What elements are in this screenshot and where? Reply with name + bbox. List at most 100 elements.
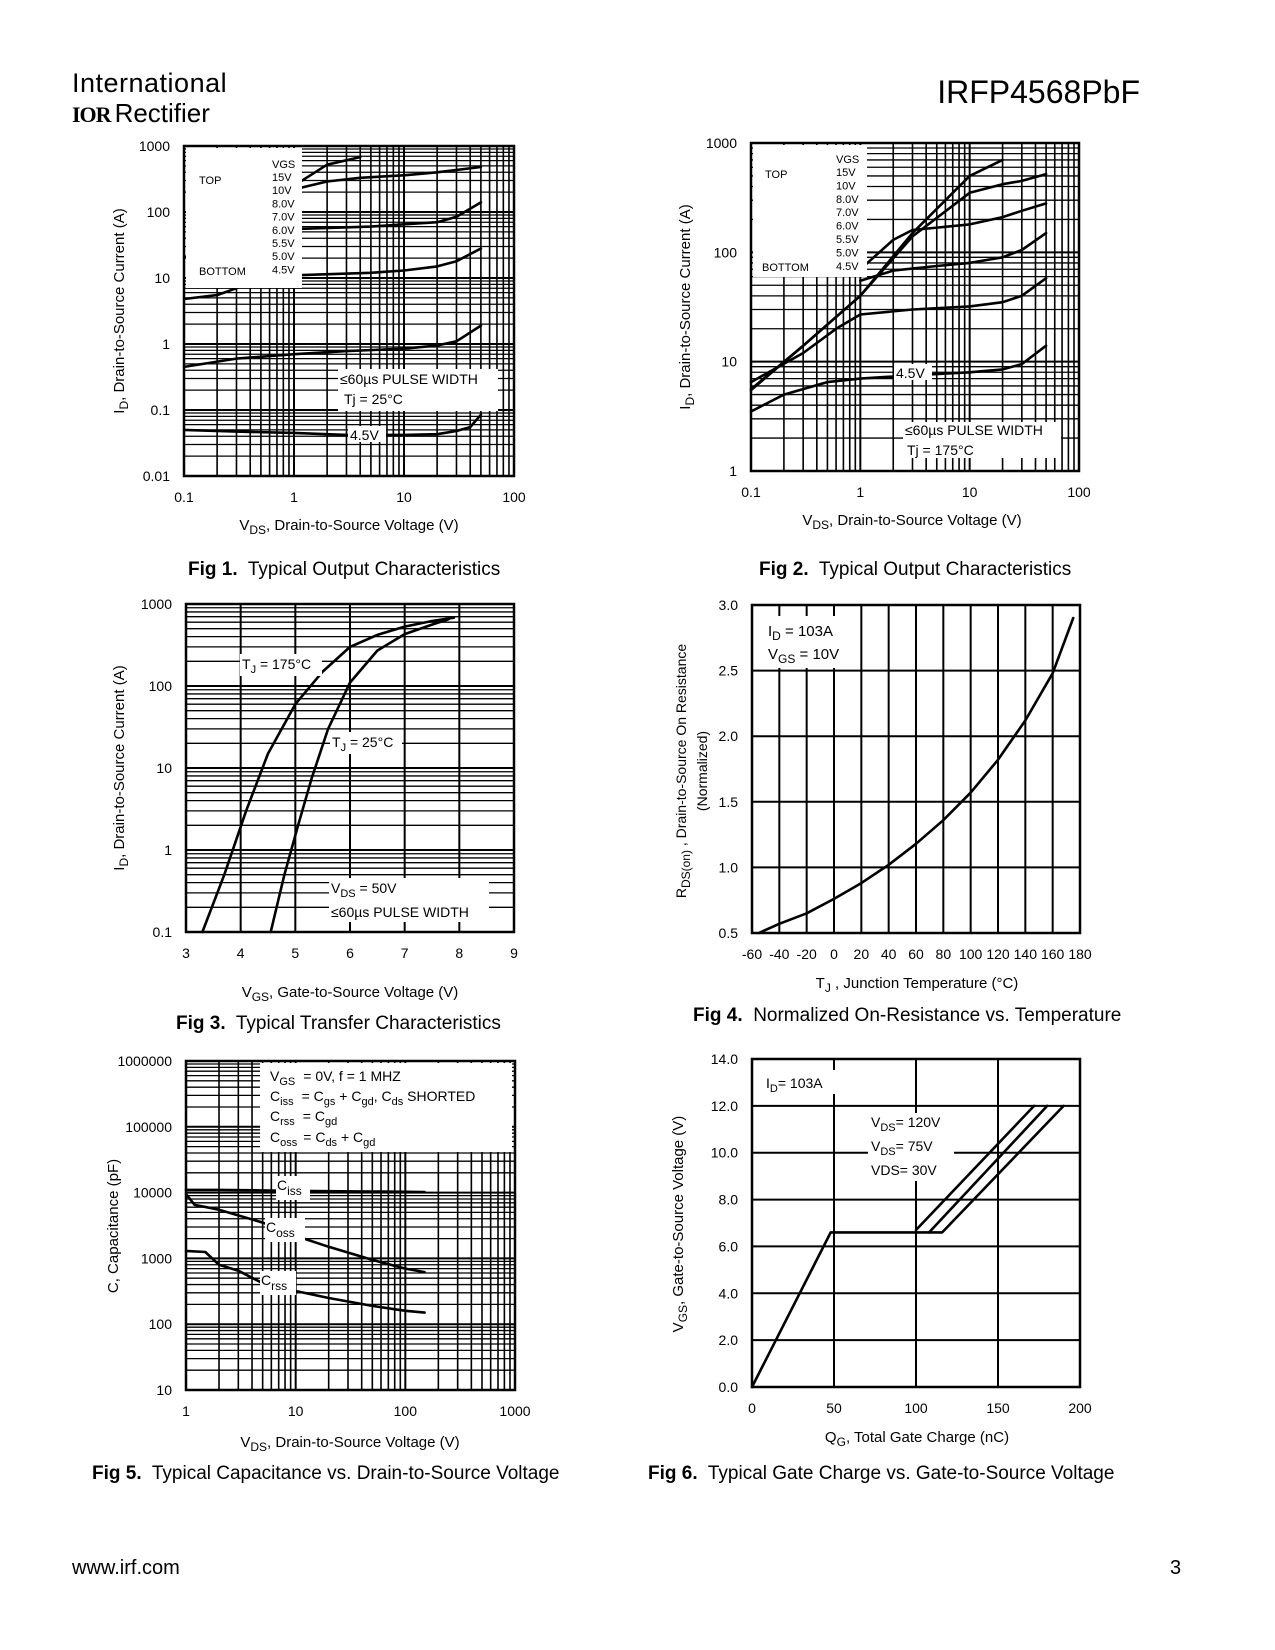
fig2-legend-entry: 15V (836, 167, 856, 179)
fig1-legend-entry: 8.0V (272, 198, 295, 210)
fig2-annot-bg (903, 422, 1061, 458)
fig1-series-5-0v (292, 247, 483, 277)
fig1-legend-entry: 15V (272, 172, 292, 184)
fig2-annot-45v: 4.5V (896, 365, 925, 381)
fig4-frame (750, 603, 1082, 935)
fig2-ytick-label: 1000 (706, 135, 737, 151)
fig6-series-vds-75v (927, 1104, 1049, 1234)
fig6-xtick-label: 200 (1068, 1400, 1092, 1416)
fig1-legend-entry: 5.5V (272, 238, 295, 250)
fig2-series-10v (749, 172, 1048, 391)
fig4-ytick-label: 2.5 (719, 663, 739, 679)
fig4-xtick-label: 140 (1014, 946, 1038, 962)
fig3-ylabel: ID, Drain-to-Source Current (A) (111, 665, 131, 870)
page-number: 3 (1170, 1557, 1182, 1579)
fig3-annot-25-bg (330, 732, 402, 754)
fig5-ylabel: C, Capacitance (pF) (105, 1159, 122, 1293)
fig4-xtick-label: 120 (986, 946, 1010, 962)
company-name-line1: International (72, 68, 228, 98)
fig1-legend-entry: 10V (272, 185, 292, 197)
fig4-ticks: -60 -40 -20 0 20 40 60 80 100 120 140 160 180 0.5 1.0 1… (719, 597, 1092, 962)
fig4-series-rds-on- (757, 616, 1075, 935)
fig3-series-tj-175-c (201, 616, 456, 934)
fig4-ytick-label: 0.5 (719, 925, 739, 941)
fig4-xtick-label: 60 (908, 946, 924, 962)
fig5-ytick-label: 100000 (125, 1119, 172, 1135)
fig6-ytick-label: 4.0 (719, 1285, 739, 1301)
fig3-caption: Fig 3. Typical Transfer Characteristics (176, 1013, 501, 1034)
fig4-xtick-label: 0 (830, 946, 838, 962)
fig3-xtick-label: 9 (510, 945, 518, 961)
fig5-xtick-label: 10 (288, 1403, 304, 1419)
fig2-series-8-0v (858, 202, 1048, 271)
fig6-annot-vds-bg (868, 1113, 954, 1181)
fig6-series-vds-120v (750, 1104, 1065, 1389)
fig2-annot-pulse: ≤60µs PULSE WIDTH (905, 422, 1043, 438)
fig4-caption: Fig 4. Normalized On-Resistance vs. Temp… (693, 1005, 1122, 1026)
fig6-annot-vds30: VDS= 30V (871, 1162, 937, 1178)
fig4-ylabel-line2: (Normalized) (694, 731, 710, 811)
fig6-ytick-label: 2.0 (719, 1332, 739, 1348)
fig4-xtick-label: 100 (959, 946, 983, 962)
fig4-xtick-label: 40 (881, 946, 897, 962)
fig2-legend-entry: 8.0V (836, 194, 859, 206)
fig5-ytick-label: 1000000 (117, 1053, 172, 1069)
fig6-annot-vds120: VDS= 120V (871, 1114, 941, 1134)
fig2-legend-header: VGS (836, 154, 859, 166)
fig4-ytick-label: 1.5 (719, 794, 739, 810)
fig3-ytick-label: 0.1 (153, 924, 173, 940)
footer-url: www.irf.com (72, 1557, 180, 1579)
fig3-xtick-label: 6 (346, 945, 354, 961)
fig2-legend-box (753, 145, 867, 277)
fig1-legend-bottom: BOTTOM (199, 266, 246, 278)
fig5-label-coss-bg (265, 1218, 305, 1242)
fig3-xtick-label: 3 (182, 945, 190, 961)
fig5-chart: 1 10 100 1000 10 100 1000 10000 100000 1000000 VG… (105, 1053, 531, 1454)
fig3-annot-175-bg (240, 654, 322, 676)
company-name-rectifier: Rectifier (114, 98, 210, 128)
fig2-legend-entry: 5.0V (836, 247, 859, 259)
fig5-frame (184, 1059, 517, 1392)
fig6-ylabel: VGS, Gate-to-Source Voltage (V) (670, 1116, 690, 1333)
fig2-xtick-label: 100 (1067, 484, 1091, 500)
fig5-label-coss: Coss (266, 1219, 295, 1240)
fig4-xtick-label: 20 (854, 946, 870, 962)
fig5-ytick-label: 10000 (133, 1185, 172, 1201)
fig1-legend-top: TOP (199, 175, 221, 187)
fig1-annot-tj: Tj = 25°C (344, 391, 403, 407)
fig3-ticks: 3 4 5 6 7 8 9 0.1 1 10 100 1000 (141, 596, 518, 961)
fig2-annot-tj: Tj = 175°C (907, 442, 974, 458)
fig4-ylabel: RDS(on) , Drain-to-Source On Resistance (673, 644, 693, 899)
fig1-annot-pulse: ≤60µs PULSE WIDTH (340, 371, 478, 387)
company-logo: International IOR Rectifier (72, 68, 228, 127)
fig6-series-vds-30v (914, 1104, 1036, 1232)
fig4-annot-id: ID = 103A (768, 623, 833, 643)
fig5-xtick-label: 100 (394, 1403, 418, 1419)
fig5-xtick-label: 1 (182, 1403, 190, 1419)
fig1-ytick-label: 0.01 (143, 468, 170, 484)
fig2-series (749, 158, 1048, 413)
fig1-ytick-label: 1 (162, 336, 170, 352)
fig4-xlabel: TJ , Junction Temperature (°C) (816, 975, 1019, 995)
fig1-frame (182, 144, 516, 478)
fig6-ytick-label: 10.0 (711, 1145, 738, 1161)
fig3-annot-175: TJ = 175°C (242, 656, 311, 676)
fig2-xtick-label: 0.1 (741, 484, 761, 500)
fig3-series (201, 616, 456, 934)
fig6-xtick-label: 0 (748, 1400, 756, 1416)
fig5-label-crss-bg (260, 1271, 296, 1295)
fig3-xtick-label: 4 (237, 945, 245, 961)
company-name-line2: IOR Rectifier (72, 100, 227, 126)
fig6-xlabel: QG, Total Gate Charge (nC) (825, 1429, 1009, 1449)
fig1-annot-45v-bg (348, 426, 386, 442)
fig3-xtick-label: 8 (455, 945, 463, 961)
fig3-chart: 3 4 5 6 7 8 9 0.1 1 10 100 1000 TJ = 175°C TJ = 25°… (111, 596, 518, 1004)
fig6-annot-id-bg (762, 1070, 838, 1094)
fig5-legend-box (260, 1063, 512, 1152)
fig6-annot-vds75: VDS= 75V (871, 1138, 933, 1158)
fig2-legend-entry: 10V (836, 180, 856, 192)
fig1-legend-entry: 7.0V (272, 212, 295, 224)
fig1-ytick-label: 100 (147, 204, 171, 220)
